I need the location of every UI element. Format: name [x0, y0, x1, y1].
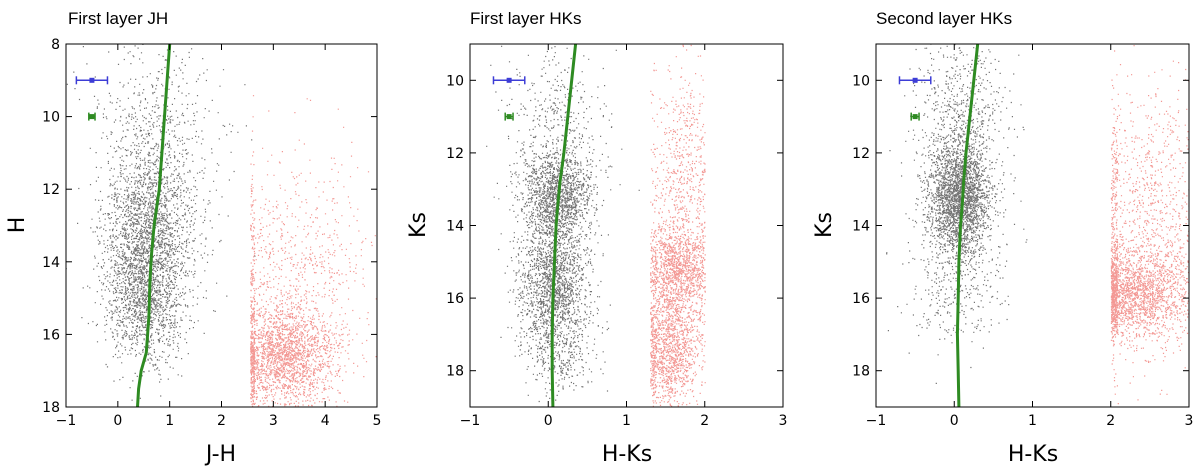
- x-tick-label: 1: [1028, 413, 1037, 429]
- x-tick-label: −1: [866, 413, 887, 429]
- y-tick-label: 10: [852, 73, 870, 89]
- x-tick-label: 2: [700, 413, 709, 429]
- y-tick-label: 18: [42, 400, 60, 416]
- scatter-points: [250, 95, 377, 407]
- curve-line: [136, 44, 172, 407]
- y-tick-label: 10: [446, 73, 464, 89]
- y-tick-label: 14: [446, 219, 464, 235]
- error-bar-point: [506, 77, 512, 83]
- plot-frame: [875, 43, 1190, 408]
- y-tick-label: 16: [852, 291, 870, 307]
- y-axis-label: Ks: [812, 212, 837, 238]
- error-bar: [898, 76, 932, 85]
- panel-title: First layer JH: [68, 9, 168, 28]
- y-axis-label: Ks: [406, 212, 431, 238]
- curve-line: [550, 44, 578, 407]
- black-star-points: [66, 44, 256, 401]
- red-star-points: [650, 44, 706, 407]
- scatter-points: [886, 44, 1028, 384]
- plot-frame: [469, 43, 784, 408]
- x-axis-label: J-H: [204, 442, 236, 467]
- error-bar: [504, 112, 514, 121]
- error-bar-point: [912, 114, 918, 120]
- error-bar-point: [89, 114, 95, 120]
- x-tick-label: 3: [1185, 413, 1194, 429]
- curve-line: [955, 44, 980, 407]
- y-tick-label: 12: [852, 146, 870, 162]
- y-tick-label: 14: [42, 255, 60, 271]
- x-tick-label: 1: [165, 413, 174, 429]
- y-axis-label: H: [5, 217, 30, 234]
- panel-title: Second layer HKs: [876, 9, 1012, 28]
- x-tick-label: 2: [1106, 413, 1115, 429]
- x-tick-label: 0: [950, 413, 959, 429]
- y-tick-label: 10: [42, 110, 60, 126]
- x-tick-label: 4: [321, 413, 330, 429]
- black-star-points: [886, 44, 1028, 384]
- x-axis-label: H-Ks: [602, 442, 652, 467]
- x-tick-label: 0: [544, 413, 553, 429]
- red-star-points: [250, 95, 377, 407]
- y-tick-label: 14: [852, 219, 870, 235]
- scatter-points: [1110, 44, 1189, 405]
- scatter-points: [486, 45, 640, 403]
- scatter-points: [66, 44, 256, 401]
- x-tick-label: 3: [269, 413, 278, 429]
- red-star-points: [1110, 44, 1189, 405]
- x-tick-label: 0: [113, 413, 122, 429]
- isochrone-curve: [955, 44, 980, 407]
- y-tick-label: 18: [446, 364, 464, 380]
- x-tick-label: −1: [56, 413, 77, 429]
- x-tick-label: −1: [460, 413, 481, 429]
- x-tick-label: 2: [217, 413, 226, 429]
- error-bar-point: [912, 77, 918, 83]
- y-tick-label: 18: [852, 364, 870, 380]
- isochrone-curve: [550, 44, 578, 407]
- x-axis-label: H-Ks: [1008, 442, 1058, 467]
- y-tick-label: 16: [42, 327, 60, 343]
- x-tick-label: 5: [373, 413, 382, 429]
- y-tick-label: 16: [446, 291, 464, 307]
- error-bar: [492, 76, 526, 85]
- y-tick-label: 12: [42, 182, 60, 198]
- error-bar-point: [506, 114, 512, 120]
- x-tick-label: 3: [779, 413, 788, 429]
- error-bar: [75, 76, 109, 85]
- plot-frame: [65, 43, 378, 408]
- black-star-points: [486, 45, 640, 403]
- isochrone-curve: [136, 44, 172, 407]
- error-bar: [910, 112, 920, 121]
- x-tick-label: 1: [622, 413, 631, 429]
- scatter-points: [650, 44, 706, 407]
- panel-title: First layer HKs: [470, 9, 581, 28]
- y-tick-label: 8: [51, 37, 60, 53]
- error-bar-point: [89, 77, 95, 83]
- error-bar: [88, 112, 96, 121]
- y-tick-label: 12: [446, 146, 464, 162]
